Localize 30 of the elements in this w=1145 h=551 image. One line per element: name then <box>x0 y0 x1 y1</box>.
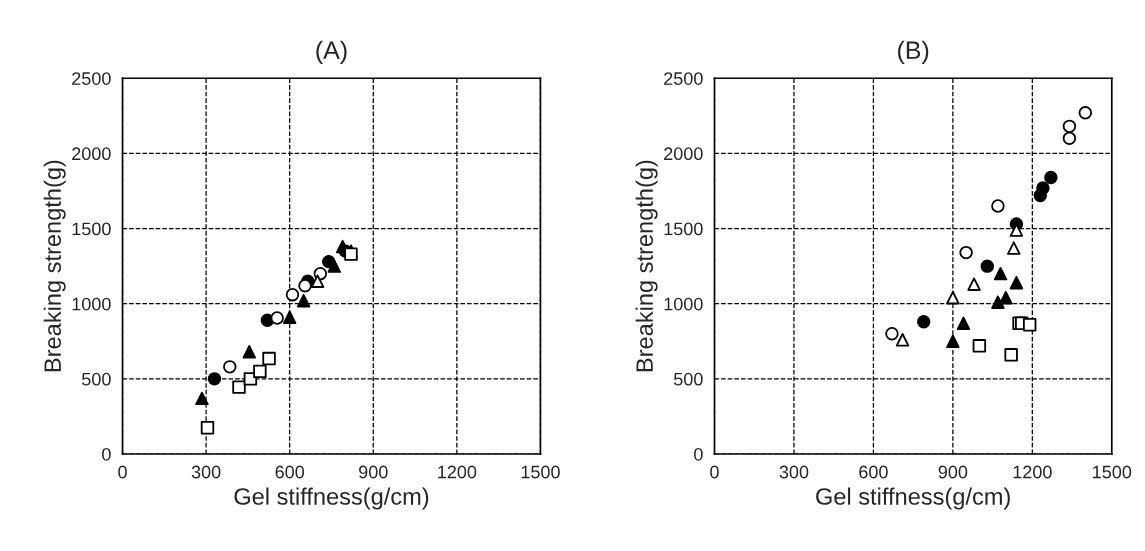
chart-title: (B) <box>898 40 929 64</box>
x-tick-label: 1500 <box>521 465 560 479</box>
x-tick-label: 900 <box>359 465 388 479</box>
y-axis-title: Breaking strength(g) <box>43 160 66 372</box>
x-tick-label: 1500 <box>1093 465 1132 479</box>
x-axis-title: Gel stiffness(g/cm) <box>234 487 429 510</box>
x-tick-label: 1200 <box>1013 465 1052 479</box>
x-tick-label: 600 <box>859 465 888 479</box>
y-tick-label: 2500 <box>72 72 111 85</box>
x-tick-label: 0 <box>118 465 127 479</box>
x-tick-label: 900 <box>938 465 968 479</box>
y-tick-label: 500 <box>82 372 111 386</box>
y-tick-label: 500 <box>673 372 703 386</box>
y-tick-label: 0 <box>102 447 111 461</box>
y-tick-label: 2000 <box>72 147 111 161</box>
y-tick-label: 1000 <box>72 297 111 311</box>
y-tick-label: 1500 <box>72 222 111 236</box>
x-tick-label: 300 <box>779 465 809 479</box>
x-tick-label: 1200 <box>438 465 477 479</box>
x-tick-label: 0 <box>710 465 719 479</box>
y-tick-label: 2500 <box>664 72 703 85</box>
chart-title: (A) <box>316 40 347 64</box>
y-axis-title: Breaking strength(g) <box>635 160 658 372</box>
y-tick-label: 1000 <box>664 297 703 311</box>
x-tick-label: 600 <box>275 465 305 479</box>
x-tick-label: 300 <box>191 465 221 479</box>
y-tick-label: 2000 <box>664 147 703 161</box>
y-tick-label: 0 <box>694 447 703 461</box>
x-axis-title: Gel stiffness(g/cm) <box>816 487 1010 510</box>
y-tick-label: 1500 <box>664 222 703 236</box>
